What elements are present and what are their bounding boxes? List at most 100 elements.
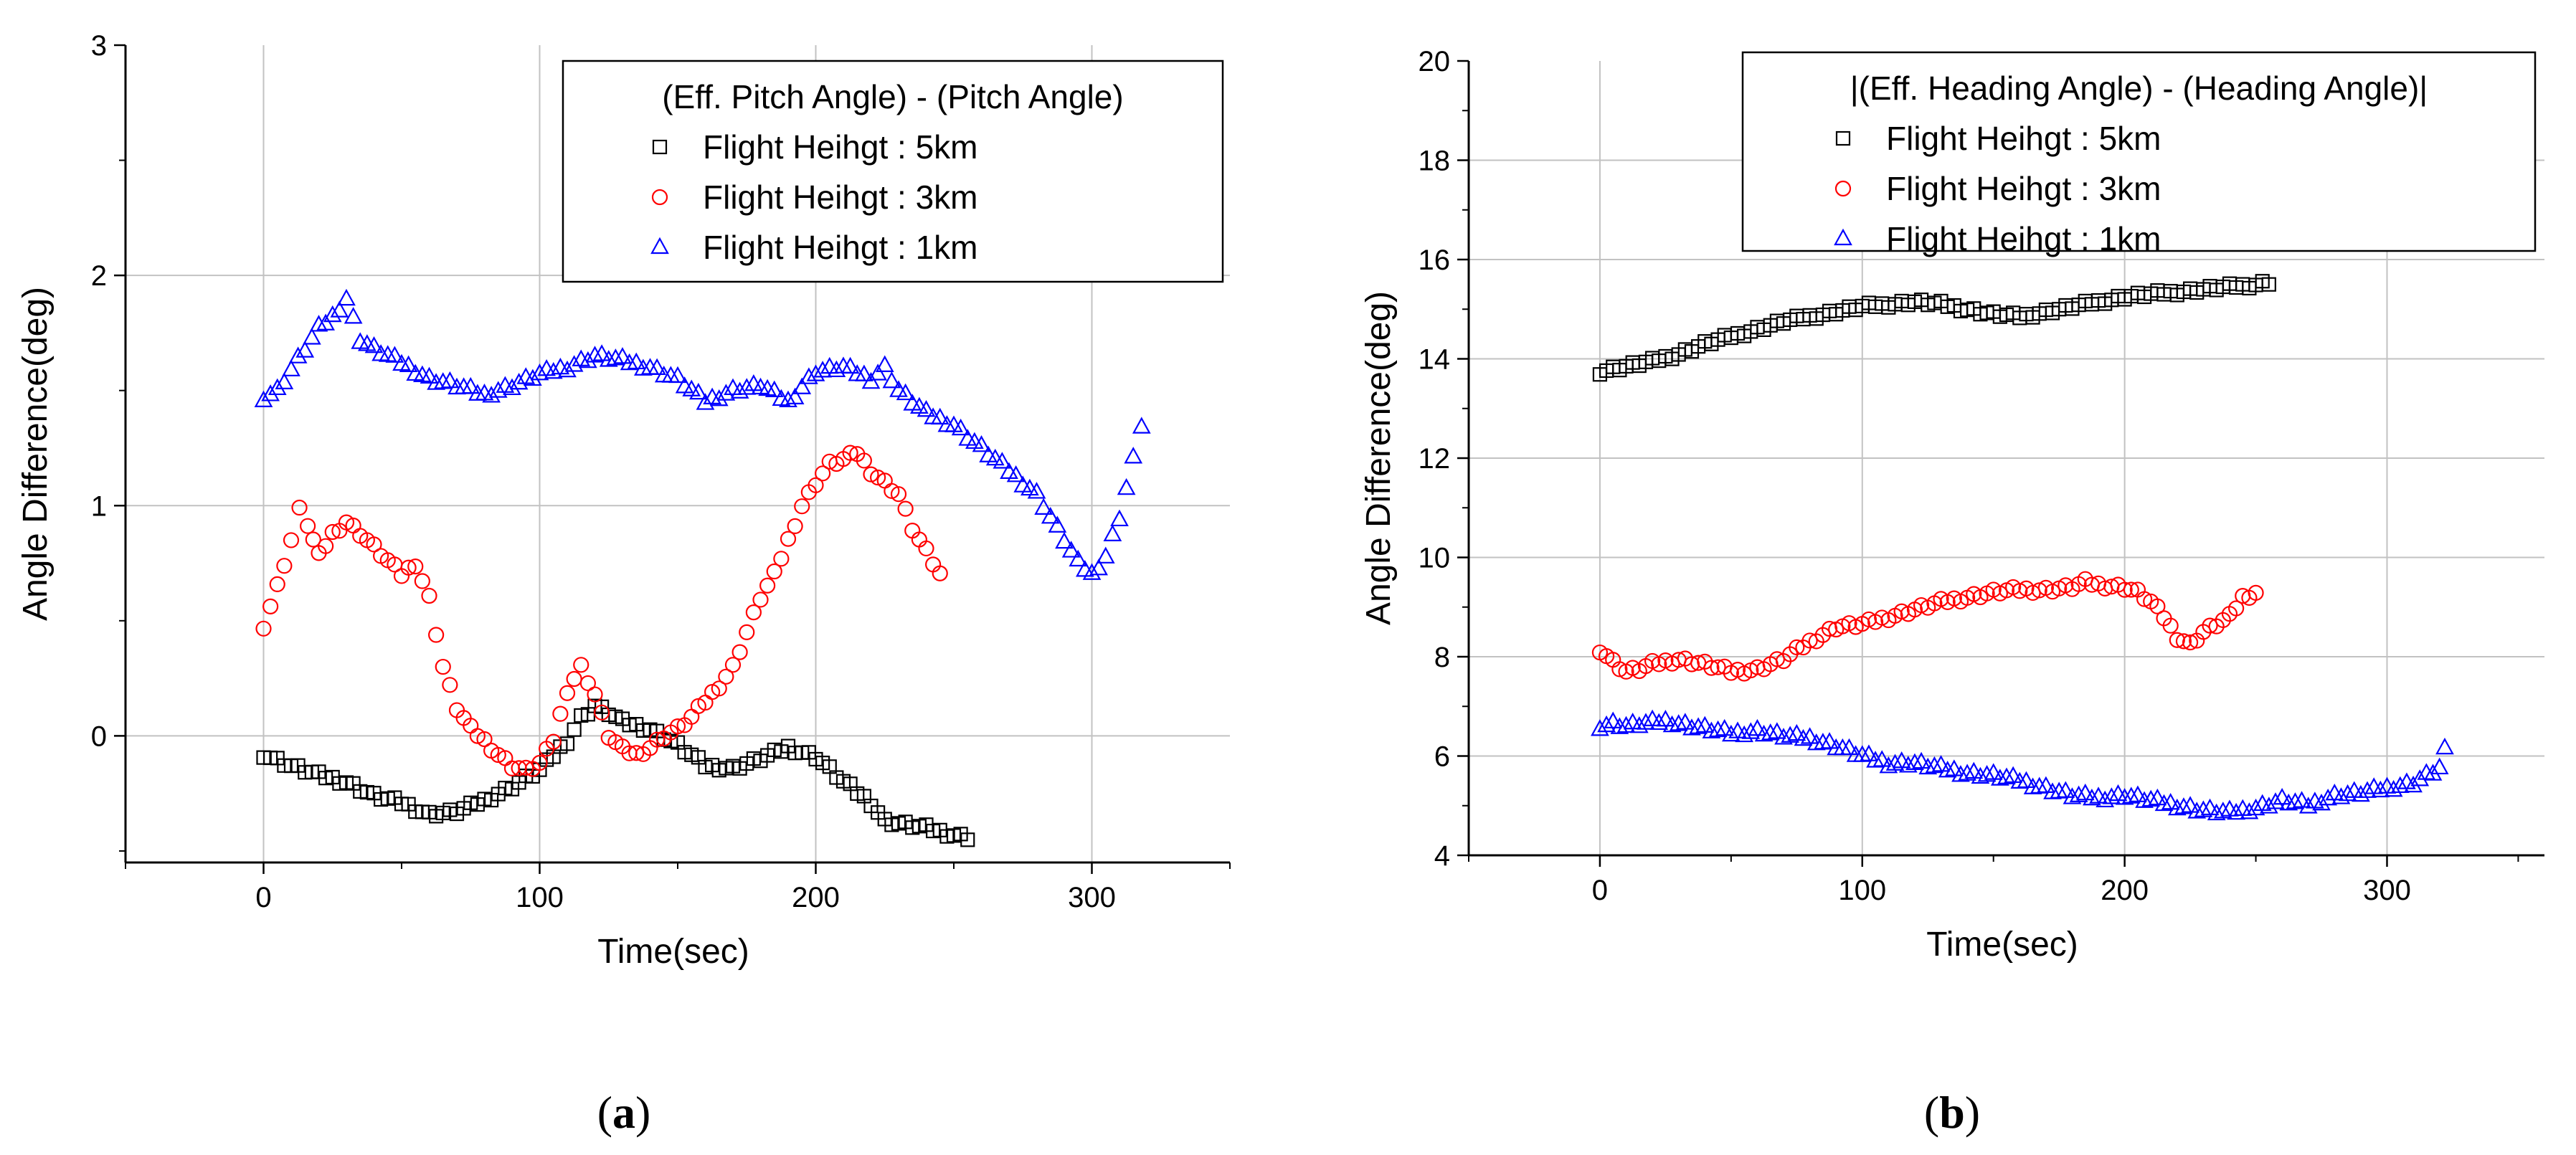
data-point xyxy=(2096,790,2115,808)
legend-label: Flight Heihgt : 5km xyxy=(1886,120,2161,157)
data-point xyxy=(2248,584,2264,601)
data-point xyxy=(303,328,321,345)
data-point xyxy=(764,380,784,398)
y-tick-label: 4 xyxy=(1434,840,1450,872)
panel-caption: (a) xyxy=(597,1087,651,1138)
data-point xyxy=(1637,713,1655,730)
data-point xyxy=(842,445,858,461)
data-point xyxy=(291,499,308,516)
data-point xyxy=(1110,509,1129,527)
data-point xyxy=(1034,498,1053,515)
data-point xyxy=(2279,793,2298,811)
data-point xyxy=(2298,797,2318,814)
data-point xyxy=(1117,477,1136,495)
data-point xyxy=(461,376,480,394)
data-point xyxy=(1703,660,1720,676)
data-point xyxy=(400,559,417,576)
legend-box xyxy=(1741,51,2537,252)
x-tick-label: 300 xyxy=(2363,875,2411,906)
data-point xyxy=(1754,724,1774,742)
data-point xyxy=(338,514,355,531)
data-point xyxy=(579,675,596,692)
data-point xyxy=(2390,776,2410,794)
data-point xyxy=(2037,776,2055,793)
data-point xyxy=(627,352,646,370)
data-point xyxy=(1774,728,1793,745)
y-tick-label: 18 xyxy=(1419,146,1451,177)
data-point xyxy=(2063,787,2082,804)
data-point xyxy=(442,677,458,693)
x-tick-label: 100 xyxy=(516,882,564,913)
y-axis-title: Angle Difference(deg) xyxy=(16,287,55,621)
data-point xyxy=(592,344,611,361)
data-point xyxy=(1710,659,1726,675)
data-point xyxy=(896,383,915,401)
y-tick-label: 20 xyxy=(1419,46,1451,77)
data-point xyxy=(254,390,273,407)
data-point xyxy=(731,644,748,660)
data-point xyxy=(530,363,549,381)
data-point xyxy=(276,558,293,574)
data-point xyxy=(2135,791,2154,808)
data-point xyxy=(1931,755,1951,772)
data-point xyxy=(2149,598,2166,614)
data-point xyxy=(1082,563,1102,580)
data-point xyxy=(918,540,934,557)
data-point xyxy=(752,591,769,608)
data-point xyxy=(1006,465,1026,483)
data-point xyxy=(324,523,341,541)
data-point xyxy=(2202,617,2218,634)
series-1-points xyxy=(1592,274,2276,382)
data-point xyxy=(1820,732,1839,749)
data-point xyxy=(599,350,618,367)
data-point xyxy=(421,587,437,604)
data-point xyxy=(1715,718,1734,736)
data-point xyxy=(490,746,506,764)
data-point xyxy=(1964,761,1984,779)
data-point xyxy=(951,418,970,436)
data-point xyxy=(806,364,825,381)
data-point xyxy=(1096,546,1115,564)
data-point xyxy=(2227,802,2245,820)
data-point xyxy=(1761,723,1780,741)
legend-marker-circle xyxy=(651,189,668,206)
data-point xyxy=(2384,779,2403,797)
data-point xyxy=(2154,794,2174,812)
data-point xyxy=(870,469,886,486)
y-tick-label: 2 xyxy=(91,260,107,292)
data-point xyxy=(2148,788,2167,806)
data-point xyxy=(875,355,894,372)
data-point xyxy=(620,353,639,371)
data-point xyxy=(482,386,501,403)
legend-title: (Eff. Pitch Angle) - (Pitch Angle) xyxy=(662,78,1123,115)
data-point xyxy=(1069,549,1088,567)
data-point xyxy=(407,558,424,575)
data-point xyxy=(2136,591,2153,607)
data-point xyxy=(1874,609,1890,626)
x-tick-label: 200 xyxy=(792,882,840,913)
data-point xyxy=(884,483,900,499)
data-point xyxy=(1689,717,1708,734)
legend-title: |(Eff. Heading Angle) - (Heading Angle)| xyxy=(1850,70,2428,107)
legend-marker-square xyxy=(1835,130,1851,146)
data-point xyxy=(2115,788,2134,805)
data-point xyxy=(488,381,508,398)
data-point xyxy=(930,407,950,425)
data-point xyxy=(1591,719,1609,736)
data-point xyxy=(649,731,666,748)
data-point xyxy=(427,373,445,390)
data-point xyxy=(2182,634,2199,651)
data-point xyxy=(2162,617,2179,634)
data-point xyxy=(2102,787,2121,804)
data-point xyxy=(1629,716,1649,733)
data-point xyxy=(2075,783,2095,801)
data-point xyxy=(2121,786,2141,804)
data-point xyxy=(1702,721,1721,738)
data-point xyxy=(1027,482,1046,499)
data-point xyxy=(2371,780,2390,798)
data-point xyxy=(1997,767,2016,784)
x-tick-label: 100 xyxy=(1838,875,1886,906)
data-point xyxy=(399,355,418,373)
data-point xyxy=(2069,785,2088,802)
data-point xyxy=(1041,507,1060,524)
